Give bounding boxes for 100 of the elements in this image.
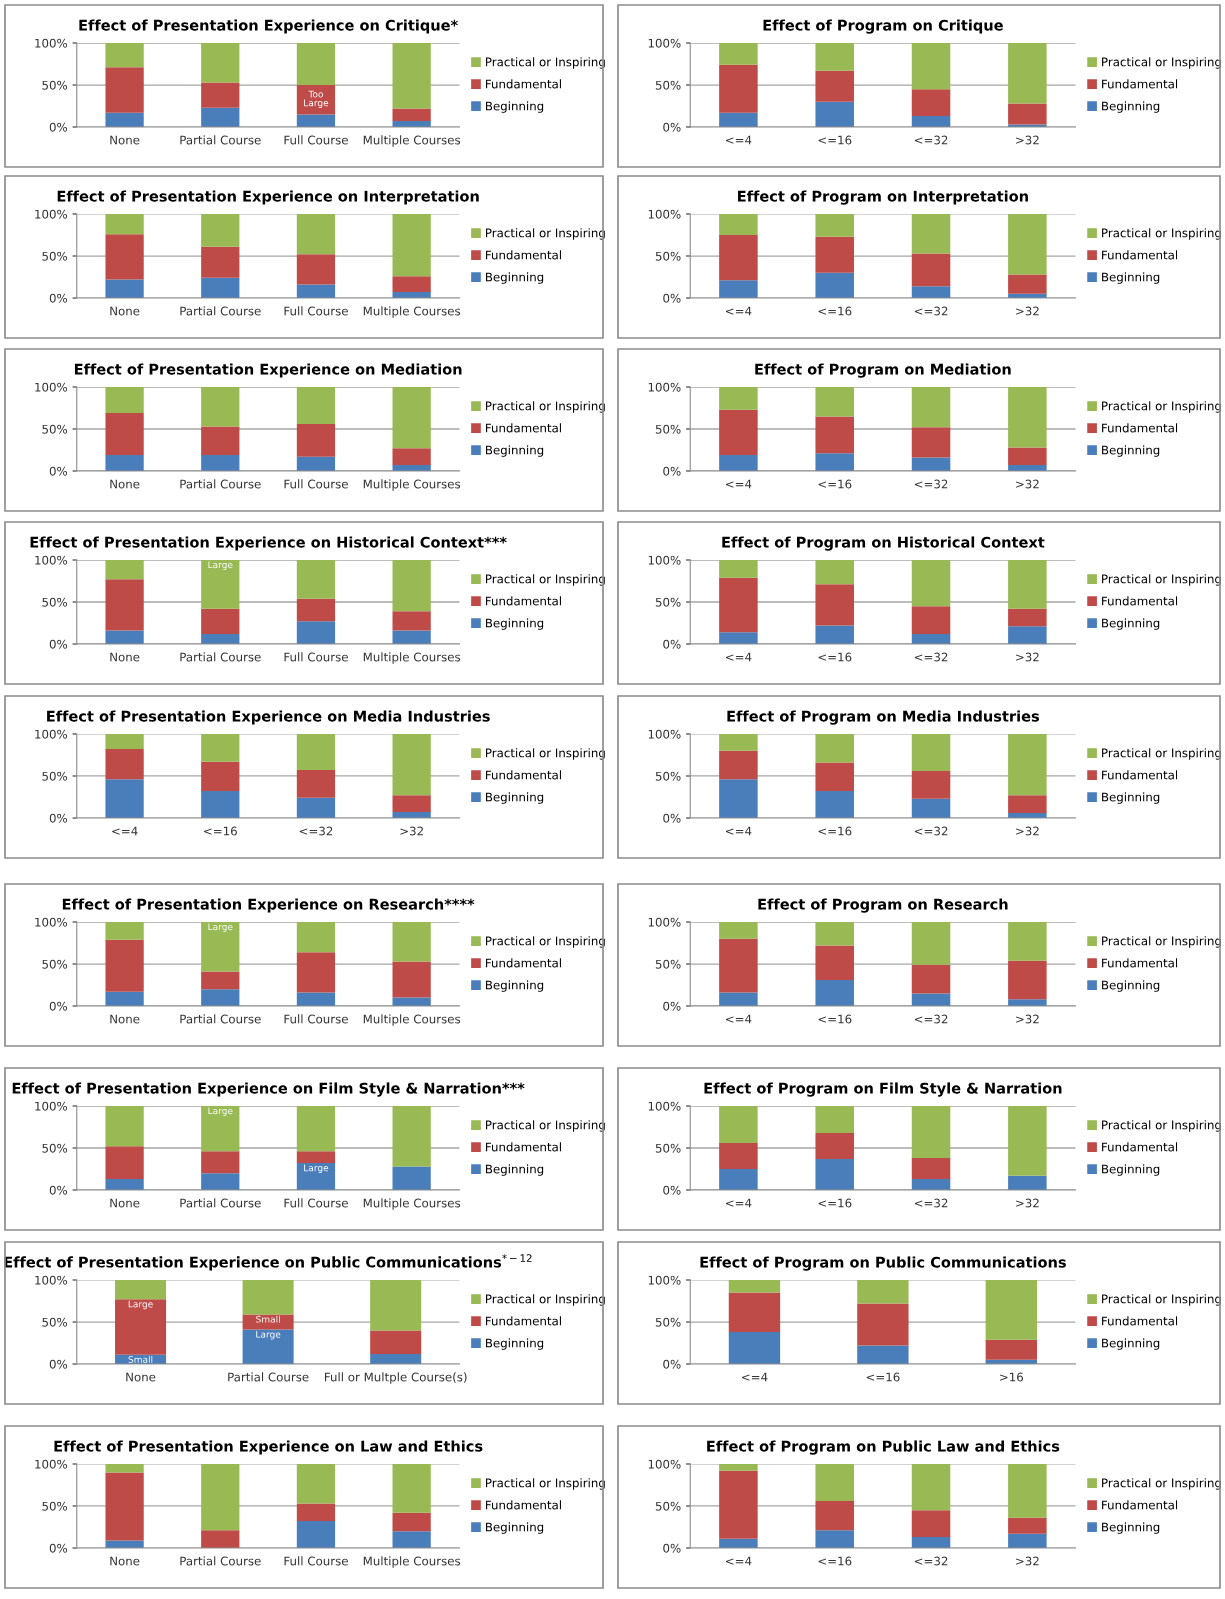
- bar: [911, 798, 951, 818]
- x-tick-label: <=16: [818, 306, 852, 316]
- annotation: Small: [128, 1355, 153, 1363]
- y-tick-label: 100%: [648, 729, 681, 739]
- x-tick-label: <=4: [726, 306, 752, 316]
- bar: [719, 409, 758, 456]
- bar: [201, 1151, 240, 1174]
- bar: [201, 426, 240, 456]
- chart-title: Effect of Program on Media Industries: [727, 710, 1039, 725]
- y-tick-label: 0%: [49, 1359, 68, 1369]
- y-tick-label: 100%: [648, 555, 681, 565]
- bar: [911, 734, 951, 771]
- bar: [296, 598, 336, 622]
- bar: [392, 611, 431, 631]
- bar: [911, 993, 951, 1006]
- bar: [985, 1339, 1037, 1360]
- bar: [392, 734, 431, 796]
- bar: [115, 1280, 167, 1300]
- bar: [728, 1280, 781, 1293]
- x-tick-label: Partial Course: [228, 1372, 309, 1382]
- x-tick-label: Full Course: [284, 306, 348, 316]
- y-tick-label: 0%: [49, 813, 68, 823]
- bar: [105, 922, 144, 940]
- legend-label: Fundamental: [1102, 1142, 1178, 1152]
- legend-label: Practical or Inspiring: [1102, 1478, 1221, 1490]
- x-tick-label: <=16: [818, 135, 852, 145]
- bar: [392, 1512, 431, 1532]
- legend-label: Fundamental: [486, 770, 561, 780]
- legend-label: Fundamental: [486, 1500, 561, 1510]
- x-tick-label: <=16: [818, 479, 852, 489]
- legend-label: Fundamental: [486, 79, 561, 89]
- bar: [392, 214, 431, 277]
- y-tick-label: 50%: [42, 771, 68, 781]
- bar: [719, 280, 758, 298]
- chart-title: Effect of Presentation Experience on Interpretation: [57, 190, 479, 205]
- legend-label: Practical or Inspiring: [486, 1478, 605, 1490]
- bar: [201, 277, 240, 298]
- bar: [201, 43, 240, 83]
- y-tick-label: 0%: [663, 466, 681, 476]
- bar: [296, 85, 336, 115]
- y-tick-label: 50%: [42, 959, 68, 969]
- x-tick-label: <=4: [726, 135, 752, 145]
- bar: [815, 453, 854, 471]
- chart-title: Effect of Program on Critique: [763, 19, 1003, 34]
- bar: [911, 253, 951, 287]
- legend-label: Beginning: [1102, 618, 1160, 630]
- y-tick-label: 100%: [648, 1459, 681, 1469]
- chart-title: Effect of Program on Historical Context: [722, 536, 1045, 551]
- y-tick-label: 0%: [663, 293, 681, 303]
- x-tick-label: Partial Course: [180, 479, 261, 489]
- x-tick-label: >32: [1016, 135, 1039, 145]
- bar: [105, 560, 144, 580]
- y-tick-label: 0%: [49, 639, 68, 649]
- x-tick-label: None: [110, 1014, 140, 1024]
- y-tick-label: 50%: [42, 1143, 68, 1153]
- bar: [985, 1280, 1037, 1340]
- bar: [815, 1158, 854, 1190]
- x-tick-label: >32: [400, 826, 423, 836]
- annotation: Too Large: [304, 90, 329, 109]
- x-tick-label: <=4: [726, 479, 752, 489]
- y-tick-label: 50%: [42, 1501, 68, 1511]
- bar: [1008, 214, 1047, 275]
- x-tick-label: <=4: [112, 826, 138, 836]
- x-tick-label: <=16: [818, 652, 852, 662]
- x-tick-label: <=32: [914, 479, 948, 489]
- bar: [857, 1303, 909, 1346]
- bar: [201, 734, 240, 762]
- x-tick-label: <=16: [818, 1014, 852, 1024]
- bar: [296, 952, 336, 993]
- y-tick-label: 50%: [655, 597, 681, 607]
- bar: [201, 560, 240, 609]
- bar: [392, 560, 431, 612]
- x-tick-label: Multiple Courses: [363, 1556, 461, 1568]
- bar: [392, 1106, 431, 1167]
- chart-title: Effect of Presentation Experience on Public Communications$^{*−12}$: [4, 1254, 532, 1271]
- bar: [105, 413, 144, 456]
- x-tick-label: Partial Course: [180, 1556, 261, 1566]
- bar: [296, 1106, 336, 1152]
- legend-label: Practical or Inspiring: [486, 1294, 605, 1306]
- legend-label: Practical or Inspiring: [1102, 1294, 1221, 1306]
- bar: [728, 1332, 781, 1364]
- x-tick-label: <=4: [726, 1556, 752, 1566]
- x-tick-label: Full or Multple Course(s): [325, 1372, 467, 1384]
- legend-label: Fundamental: [486, 958, 561, 968]
- chart-title: Effect of Program on Interpretation: [738, 190, 1028, 205]
- bar: [392, 1166, 431, 1190]
- annotation: Large: [208, 561, 233, 570]
- x-tick-label: Partial Course: [180, 652, 261, 662]
- bar: [105, 939, 144, 992]
- bar: [105, 455, 144, 471]
- bar: [815, 625, 854, 644]
- x-tick-label: Multiple Courses: [363, 306, 461, 318]
- legend-label: Practical or Inspiring: [1102, 748, 1221, 760]
- bar: [201, 989, 240, 1006]
- bar: [815, 762, 854, 792]
- y-tick-label: 0%: [663, 813, 681, 823]
- bar: [242, 1314, 294, 1330]
- y-tick-label: 100%: [648, 209, 681, 219]
- bar: [1008, 922, 1047, 961]
- x-tick-label: >32: [1016, 479, 1039, 489]
